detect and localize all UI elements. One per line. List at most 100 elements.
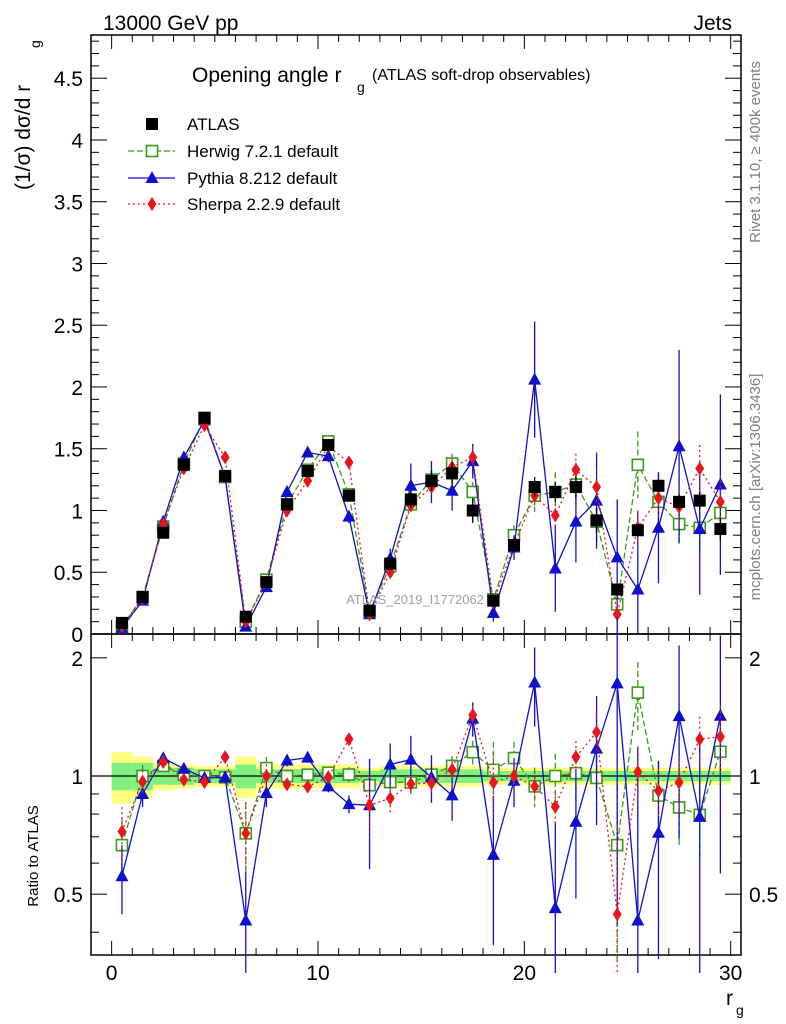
- atlas-marker: [590, 514, 603, 527]
- sherpa-marker: [147, 197, 157, 211]
- chart-title: Opening angle r: [192, 64, 341, 87]
- analysis-watermark: ATLAS_2019_I1772062: [346, 592, 484, 607]
- sherpa-marker: [303, 779, 313, 794]
- sherpa-marker: [530, 779, 540, 794]
- header-left: 13000 GeV pp: [103, 12, 238, 35]
- pythia-marker: [259, 786, 273, 799]
- x-tick-label: 20: [513, 962, 536, 985]
- atlas-marker: [466, 504, 479, 517]
- chart-title-suffix: (ATLAS soft-drop observables): [372, 67, 590, 84]
- y-tick-label: 2.5: [54, 315, 83, 338]
- pythia-marker: [177, 761, 191, 774]
- pythia-marker: [445, 788, 459, 801]
- pythia-marker: [218, 770, 232, 783]
- x-axis-label: r: [726, 987, 733, 1010]
- atlas-marker: [631, 524, 644, 537]
- sherpa-marker: [468, 450, 478, 465]
- sherpa-marker: [592, 480, 602, 495]
- x-tick-label: 0: [106, 962, 118, 985]
- legend-label-sherpa: Sherpa 2.2.9 default: [187, 195, 340, 214]
- sherpa-marker: [447, 762, 457, 777]
- sherpa-marker: [612, 907, 622, 922]
- atlas-marker: [177, 458, 190, 471]
- atlas-marker: [611, 583, 624, 596]
- y-tick-label: 0: [71, 624, 83, 647]
- rivet-label: Rivet 3.1.10, ≥ 400k events: [747, 61, 764, 243]
- ratio-y-tick-label: 2: [71, 648, 83, 671]
- pythia-marker: [590, 741, 604, 754]
- header-right: Jets: [693, 12, 732, 35]
- sherpa-marker: [488, 775, 498, 790]
- sherpa-line: [121, 423, 721, 627]
- atlas-marker: [260, 576, 273, 589]
- pythia-marker: [342, 509, 356, 522]
- pythia-marker: [651, 520, 665, 533]
- sherpa-marker: [426, 776, 436, 791]
- pythia-marker: [321, 779, 335, 792]
- sherpa-marker: [592, 725, 602, 740]
- ratio-y-tick-label: 1: [71, 766, 83, 789]
- pythia-marker: [445, 483, 459, 496]
- sherpa-marker: [633, 764, 643, 779]
- atlas-marker: [425, 474, 438, 487]
- sherpa-marker: [509, 769, 519, 784]
- y-tick-label: 0.5: [54, 562, 83, 585]
- chart-title-main: Opening angle r: [192, 64, 341, 87]
- atlas-marker: [146, 118, 158, 130]
- atlas-marker: [198, 411, 211, 424]
- sherpa-marker: [571, 750, 581, 765]
- atlas-marker: [569, 481, 582, 494]
- ratio-y-tick-label-right: 2: [749, 648, 761, 671]
- atlas-marker: [384, 557, 397, 570]
- atlas-marker: [673, 495, 686, 508]
- y-tick-label: 3.5: [54, 192, 83, 215]
- atlas-marker: [157, 526, 170, 539]
- herwig-marker: [466, 485, 480, 499]
- pythia-marker: [569, 514, 583, 527]
- sherpa-marker: [241, 826, 251, 841]
- ratio-y-tick-label: 0.5: [54, 884, 83, 907]
- pythia-marker: [713, 708, 727, 721]
- herwig-marker: [631, 686, 645, 699]
- pythia-marker: [528, 675, 542, 688]
- herwig-marker: [342, 768, 356, 781]
- y-axis-label-subscript: g: [27, 40, 43, 48]
- sherpa-marker: [653, 783, 663, 798]
- sherpa-marker: [158, 755, 168, 770]
- legend: ATLAS Herwig 7.2.1 default Pythia 8.212 de…: [128, 115, 340, 214]
- pythia-marker: [631, 913, 645, 926]
- atlas-marker: [652, 479, 665, 492]
- pythia-marker: [301, 750, 315, 763]
- atlas-marker: [342, 489, 355, 502]
- pythia-line: [121, 379, 721, 629]
- pythia-marker: [713, 477, 727, 490]
- pythia-marker: [486, 606, 500, 619]
- sherpa-marker: [220, 750, 230, 765]
- sherpa-marker: [179, 772, 189, 787]
- pythia-marker: [239, 913, 253, 926]
- sherpa-marker: [695, 461, 705, 476]
- sherpa-marker: [117, 824, 127, 839]
- pythia-marker: [610, 676, 624, 689]
- mcplots-label: mcplots.cern.ch [arXiv:1306.3436]: [747, 374, 764, 601]
- sherpa-marker: [385, 791, 395, 806]
- pythia-marker: [115, 869, 129, 882]
- ratio-panel: 0 10 20 30 0.5 0.5 1 1 2 2: [54, 617, 778, 985]
- sherpa-marker: [406, 777, 416, 792]
- pythia-marker: [342, 797, 356, 810]
- sherpa-marker: [468, 708, 478, 723]
- sherpa-marker: [344, 455, 354, 470]
- atlas-marker: [281, 498, 294, 511]
- sherpa-marker: [323, 770, 333, 785]
- atlas-marker: [693, 494, 706, 507]
- atlas-marker: [549, 485, 562, 498]
- atlas-marker: [363, 604, 376, 617]
- sherpa-marker: [365, 798, 375, 813]
- atlas-marker: [508, 539, 521, 552]
- atlas-marker: [239, 610, 252, 623]
- herwig-marker: [548, 769, 562, 783]
- pythia-marker: [672, 439, 686, 452]
- y-tick-label: 1: [71, 500, 83, 523]
- pythia-marker: [693, 809, 707, 822]
